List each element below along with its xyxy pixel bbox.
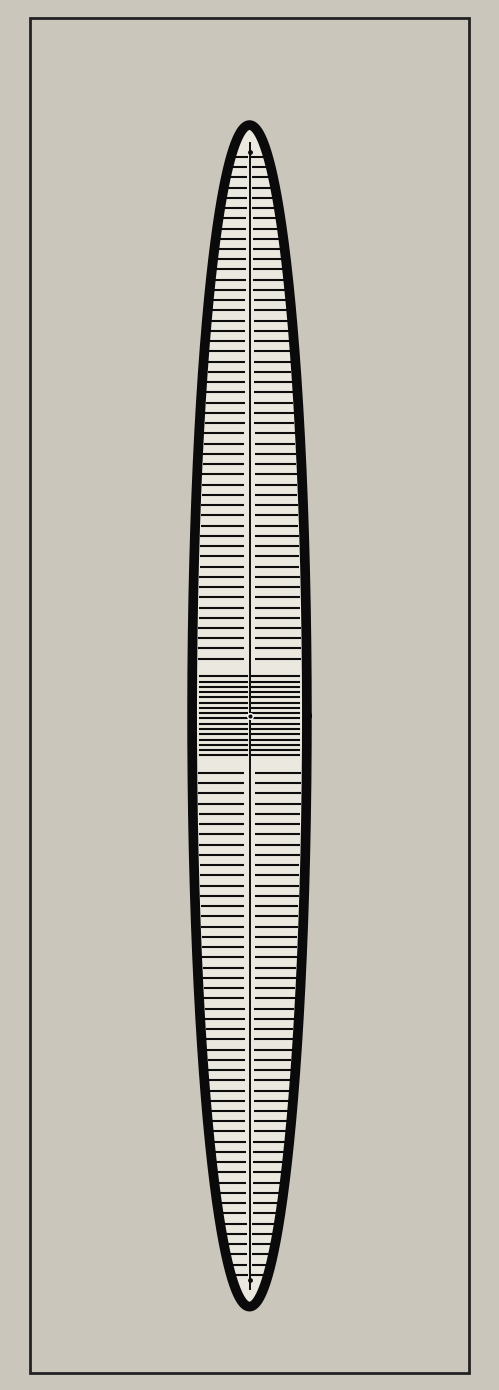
Bar (30, 18, 469, 1373)
Polygon shape (192, 125, 307, 1307)
Ellipse shape (201, 670, 298, 762)
